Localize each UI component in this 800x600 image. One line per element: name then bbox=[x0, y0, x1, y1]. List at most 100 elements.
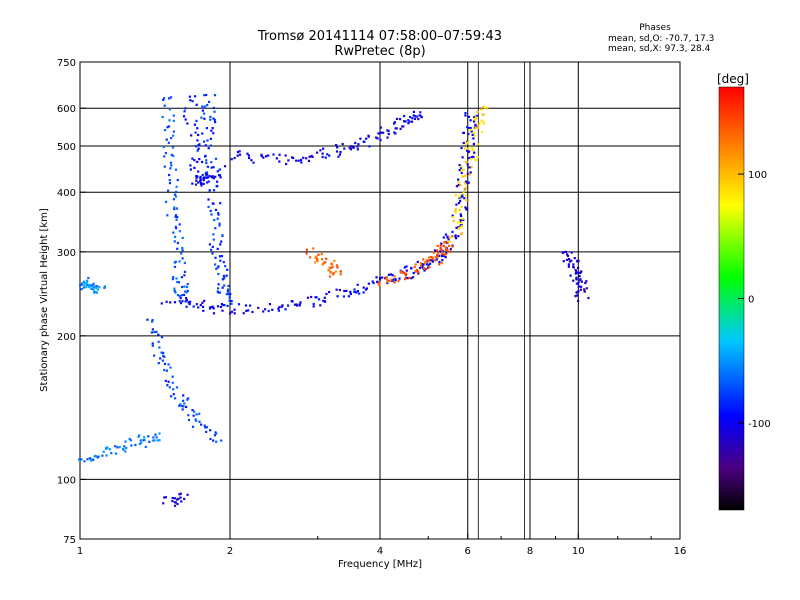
data-point bbox=[339, 270, 342, 273]
data-point bbox=[169, 161, 173, 164]
data-point bbox=[202, 179, 205, 182]
data-point bbox=[356, 145, 359, 148]
x-tick-label: 10 bbox=[572, 546, 585, 557]
data-point bbox=[230, 302, 233, 305]
data-point bbox=[434, 259, 437, 262]
data-point bbox=[575, 276, 578, 279]
data-point bbox=[416, 115, 419, 118]
data-point bbox=[177, 497, 180, 500]
data-point bbox=[466, 126, 469, 129]
data-point bbox=[86, 283, 89, 286]
data-point bbox=[215, 432, 218, 435]
data-point bbox=[464, 114, 467, 117]
data-point bbox=[196, 175, 199, 178]
data-point bbox=[160, 351, 163, 354]
data-point bbox=[461, 156, 464, 159]
data-point bbox=[416, 270, 419, 273]
data-point bbox=[225, 293, 228, 296]
colorbar-label: [deg] bbox=[717, 72, 749, 86]
data-point bbox=[166, 214, 169, 217]
data-point bbox=[193, 159, 196, 162]
data-point bbox=[178, 404, 181, 407]
data-point bbox=[123, 445, 126, 448]
data-point bbox=[174, 214, 178, 217]
data-point bbox=[88, 457, 91, 460]
data-point bbox=[195, 103, 198, 106]
data-point bbox=[267, 309, 270, 313]
stats-title: Phases bbox=[639, 23, 671, 33]
data-point bbox=[337, 155, 340, 158]
data-point bbox=[435, 258, 438, 261]
data-point bbox=[221, 286, 224, 289]
data-point bbox=[164, 496, 167, 499]
data-point bbox=[158, 439, 161, 442]
data-point bbox=[80, 458, 83, 461]
data-point bbox=[358, 292, 361, 295]
data-point bbox=[413, 117, 417, 120]
data-point bbox=[203, 424, 206, 427]
data-point bbox=[201, 132, 204, 135]
data-point bbox=[461, 194, 464, 197]
y-tick-label: 500 bbox=[57, 142, 76, 153]
data-point bbox=[332, 271, 335, 275]
data-point bbox=[219, 243, 222, 246]
data-point bbox=[431, 256, 434, 259]
data-point bbox=[219, 202, 222, 205]
data-point bbox=[212, 132, 215, 135]
data-point bbox=[306, 296, 310, 299]
data-point bbox=[300, 158, 303, 161]
data-point bbox=[86, 458, 89, 461]
data-point bbox=[151, 319, 154, 322]
data-point bbox=[158, 346, 161, 349]
data-point bbox=[324, 300, 327, 303]
data-point bbox=[331, 263, 334, 266]
data-point bbox=[174, 397, 177, 400]
data-point bbox=[577, 266, 580, 269]
data-point bbox=[185, 285, 189, 289]
data-point bbox=[184, 118, 187, 121]
data-point bbox=[251, 310, 254, 314]
data-point bbox=[328, 291, 331, 294]
data-point bbox=[227, 293, 230, 296]
data-point bbox=[89, 283, 92, 287]
data-point bbox=[194, 95, 197, 98]
data-point bbox=[183, 110, 186, 113]
data-point bbox=[458, 194, 461, 197]
data-point bbox=[577, 281, 580, 284]
data-point bbox=[157, 340, 160, 343]
data-point bbox=[457, 178, 460, 181]
data-point bbox=[403, 266, 406, 269]
data-point bbox=[423, 269, 426, 272]
data-point bbox=[416, 268, 419, 272]
data-point bbox=[388, 279, 391, 283]
data-point bbox=[164, 129, 167, 132]
data-point bbox=[482, 120, 485, 123]
data-point bbox=[209, 137, 212, 140]
data-point bbox=[222, 303, 225, 307]
data-point bbox=[199, 179, 202, 182]
data-point bbox=[230, 310, 234, 313]
data-point bbox=[320, 252, 323, 256]
data-point bbox=[228, 296, 231, 299]
data-point bbox=[172, 134, 175, 137]
data-point bbox=[428, 266, 431, 269]
data-point bbox=[464, 174, 467, 177]
data-point bbox=[93, 285, 96, 288]
data-point bbox=[356, 290, 359, 293]
data-point bbox=[351, 146, 354, 149]
data-point bbox=[577, 259, 580, 263]
data-point bbox=[414, 263, 417, 266]
data-point bbox=[96, 285, 99, 288]
data-point bbox=[476, 155, 479, 159]
data-point bbox=[201, 160, 204, 164]
data-point bbox=[192, 414, 195, 417]
data-point bbox=[407, 119, 410, 122]
data-point bbox=[196, 139, 199, 142]
data-point bbox=[387, 132, 390, 136]
data-point bbox=[221, 234, 224, 238]
data-point bbox=[319, 149, 322, 152]
data-point bbox=[181, 236, 184, 239]
data-point bbox=[478, 122, 481, 125]
data-point bbox=[211, 306, 214, 309]
data-point bbox=[189, 164, 192, 167]
